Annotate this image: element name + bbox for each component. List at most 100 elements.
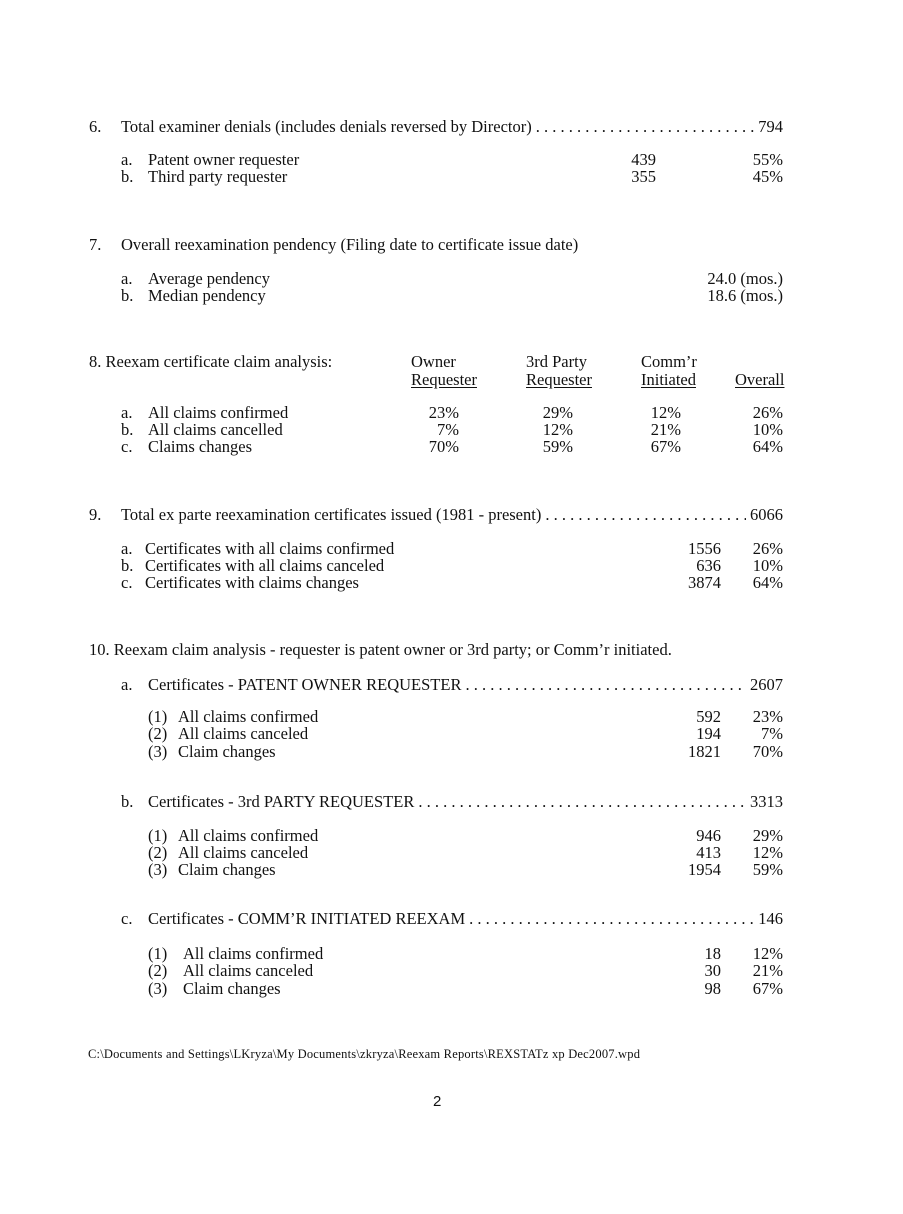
row-num: (2) [148, 961, 168, 980]
row-num: (1) [148, 944, 168, 963]
row-count: 413 [696, 843, 721, 862]
row-num: (2) [148, 843, 168, 862]
cell: 64% [752, 437, 783, 456]
row-count: 355 [631, 167, 656, 186]
cell: 29% [542, 403, 573, 422]
section-9-total: 6066 [750, 505, 783, 524]
group-letter: b. [121, 792, 134, 811]
group-label: Certificates - COMM’R INITIATED REEXAM [148, 909, 466, 928]
cell: 12% [650, 403, 681, 422]
page-number: 2 [433, 1093, 442, 1110]
row-count: 3874 [688, 573, 721, 592]
row-num: (2) [148, 724, 168, 743]
cell: 21% [650, 420, 681, 439]
row-value: 24.0 (mos.) [707, 269, 783, 288]
file-path-footer: C:\Documents and Settings\LKryza\My Docu… [88, 1047, 641, 1061]
column-header: Overall [735, 370, 785, 389]
row-num: (1) [148, 826, 168, 845]
section-7-title: Overall reexamination pendency (Filing d… [121, 235, 579, 254]
section-9-title: Total ex parte reexamination certificate… [121, 505, 542, 524]
section-6-heading: Total examiner denials (includes denials… [121, 118, 783, 136]
cell: 7% [437, 420, 459, 439]
column-header-top: Comm’r [641, 352, 697, 371]
row-num: (3) [148, 742, 168, 761]
row-num: (3) [148, 860, 168, 879]
column-header: Initiated [641, 370, 696, 389]
row-num: (3) [148, 979, 168, 998]
dot-leader [469, 910, 754, 928]
row-count: 946 [696, 826, 721, 845]
row-pct: 10% [752, 556, 783, 575]
row-pct: 21% [752, 961, 783, 980]
section-6-total: 794 [758, 117, 783, 136]
group-total: 3313 [750, 792, 783, 811]
row-pct: 29% [752, 826, 783, 845]
column-header: Requester [411, 370, 477, 389]
row-count: 636 [696, 556, 721, 575]
row-label: Third party requester [148, 167, 288, 186]
row-count: 1556 [688, 539, 721, 558]
row-letter: a. [121, 539, 133, 558]
row-count: 439 [631, 150, 656, 169]
row-letter: a. [121, 403, 133, 422]
row-letter: a. [121, 150, 133, 169]
row-label: All claims canceled [178, 843, 309, 862]
cell: 67% [650, 437, 681, 456]
row-label: All claims canceled [183, 961, 314, 980]
cell: 70% [428, 437, 459, 456]
group-total: 146 [758, 909, 783, 928]
cell: 12% [542, 420, 573, 439]
row-count: 1821 [688, 742, 721, 761]
dot-leader [418, 793, 746, 811]
group-heading: Certificates - PATENT OWNER REQUESTER 260… [148, 676, 783, 694]
row-label: Claim changes [178, 860, 276, 879]
group-letter: a. [121, 675, 133, 694]
row-letter: a. [121, 269, 133, 288]
cell: 23% [428, 403, 459, 422]
cell: 59% [542, 437, 573, 456]
row-value: 18.6 (mos.) [707, 286, 783, 305]
row-pct: 59% [752, 860, 783, 879]
cell: 26% [752, 403, 783, 422]
row-label: Claim changes [183, 979, 281, 998]
row-count: 98 [704, 979, 722, 998]
section-7-number: 7. [89, 235, 102, 254]
section-6-number: 6. [89, 117, 102, 136]
row-pct: 70% [752, 742, 783, 761]
row-letter: c. [121, 573, 133, 592]
row-letter: b. [121, 556, 134, 575]
row-pct: 7% [761, 724, 783, 743]
section-10-title: 10. Reexam claim analysis - requester is… [89, 640, 672, 659]
row-label: All claims confirmed [178, 826, 319, 845]
group-total: 2607 [750, 675, 783, 694]
row-label: Certificates with all claims canceled [145, 556, 385, 575]
row-pct: 64% [752, 573, 783, 592]
dot-leader [536, 118, 755, 136]
group-heading: Certificates - 3rd PARTY REQUESTER 3313 [148, 793, 783, 811]
row-label: Average pendency [148, 269, 271, 288]
section-9-heading: Total ex parte reexamination certificate… [121, 506, 783, 524]
row-label: Certificates with all claims confirmed [145, 539, 395, 558]
row-count: 592 [696, 707, 721, 726]
row-label: Claims changes [148, 437, 253, 456]
row-pct: 26% [752, 539, 783, 558]
section-8-title: 8. Reexam certificate claim analysis: [89, 352, 333, 371]
row-label: All claims confirmed [178, 707, 319, 726]
row-label: All claims confirmed [148, 403, 289, 422]
section-9-number: 9. [89, 505, 102, 524]
row-count: 194 [696, 724, 721, 743]
dot-leader [465, 676, 746, 694]
row-pct: 12% [752, 944, 783, 963]
group-heading: Certificates - COMM’R INITIATED REEXAM 14… [148, 910, 783, 928]
row-label: All claims cancelled [148, 420, 283, 439]
group-label: Certificates - 3rd PARTY REQUESTER [148, 792, 415, 811]
row-letter: c. [121, 437, 133, 456]
group-letter: c. [121, 909, 133, 928]
row-count: 1954 [688, 860, 721, 879]
row-label: All claims canceled [178, 724, 309, 743]
section-6-title: Total examiner denials (includes denials… [121, 117, 532, 136]
row-pct: 12% [752, 843, 783, 862]
row-pct: 67% [752, 979, 783, 998]
row-label: Certificates with claims changes [145, 573, 359, 592]
row-letter: b. [121, 167, 134, 186]
